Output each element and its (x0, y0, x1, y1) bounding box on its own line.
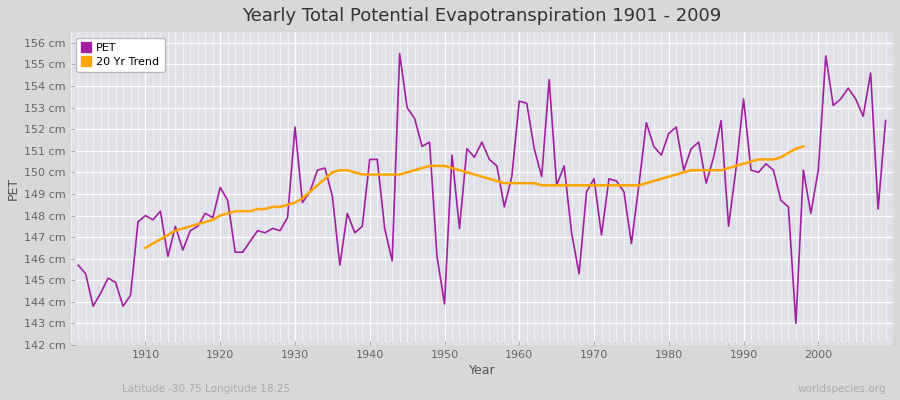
Text: worldspecies.org: worldspecies.org (798, 384, 886, 394)
Legend: PET, 20 Yr Trend: PET, 20 Yr Trend (76, 38, 165, 72)
Title: Yearly Total Potential Evapotranspiration 1901 - 2009: Yearly Total Potential Evapotranspiratio… (242, 7, 722, 25)
Y-axis label: PET: PET (7, 177, 20, 200)
X-axis label: Year: Year (469, 364, 495, 377)
Text: Latitude -30.75 Longitude 18.25: Latitude -30.75 Longitude 18.25 (122, 384, 290, 394)
